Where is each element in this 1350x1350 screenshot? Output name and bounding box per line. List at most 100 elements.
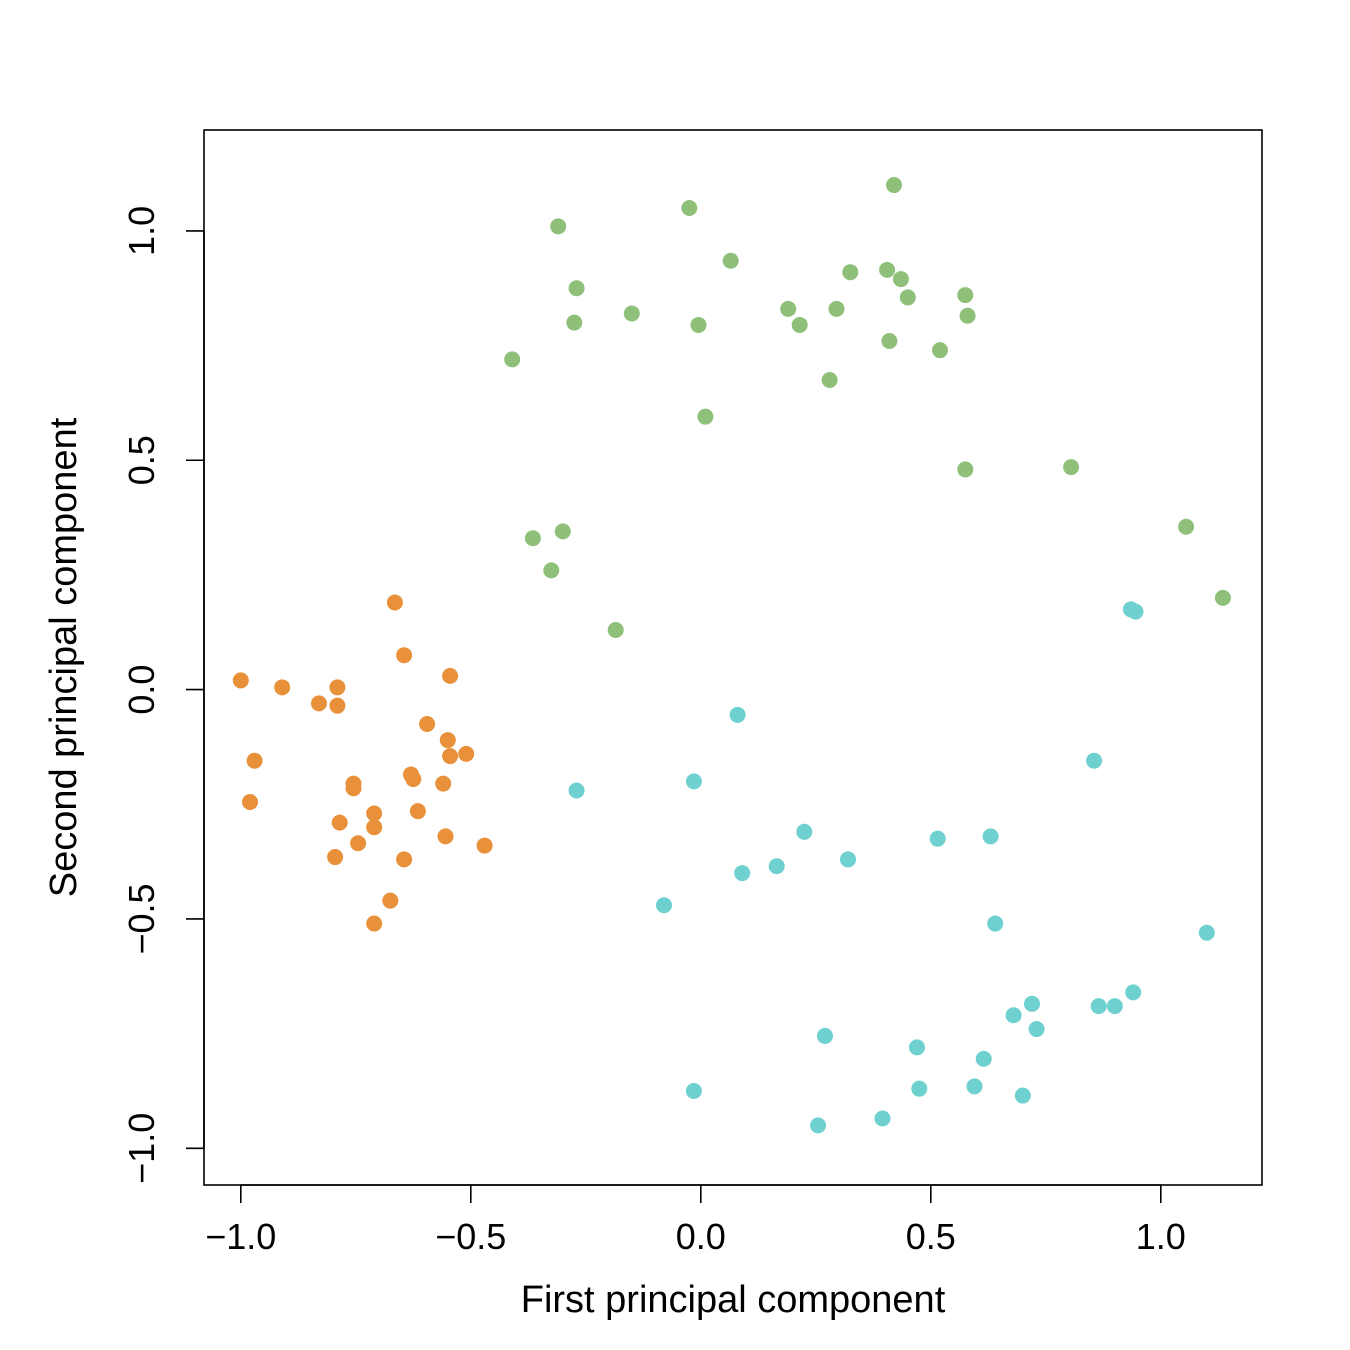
data-point [987,915,1004,932]
y-tick-label: −0.5 [121,883,162,954]
data-point [886,177,902,194]
data-point [442,748,459,765]
x-axis: −1.0 −0.5 0.0 0.5 1.0 [205,1184,1186,1257]
data-point [329,679,346,696]
data-point [932,342,948,359]
data-point [331,814,348,831]
data-point [623,305,640,322]
data-point [568,280,585,297]
data-point [959,307,976,324]
data-point [690,316,707,333]
data-point [274,679,291,696]
data-point [350,835,367,852]
data-point [442,667,459,684]
data-point [697,408,714,425]
data-point [366,819,383,836]
x-axis-title: First principal component [521,1279,946,1321]
data-point [386,594,403,611]
data-point [1125,984,1142,1001]
data-point [1028,1021,1045,1038]
y-axis-title: Second principal component [43,417,85,897]
data-point [568,782,585,799]
y-tick-label: 0.0 [121,665,162,715]
data-point [1178,518,1195,535]
data-point [879,261,896,278]
data-point [246,752,263,769]
x-tick-label: 0.0 [676,1216,726,1257]
data-point [396,647,413,664]
data-point [504,351,521,368]
data-point [1198,924,1215,941]
y-axis: −1.0 −0.5 0.0 0.5 1.0 [121,206,205,1184]
series-1 [232,594,493,932]
data-point [957,461,974,478]
data-point [1090,998,1107,1015]
data-point [566,314,583,331]
plot-frame [203,129,1263,1186]
data-point [780,300,797,317]
data-point [366,805,383,822]
data-point [874,1110,891,1127]
data-point [554,523,571,540]
data-point [1214,589,1231,606]
data-point [524,530,541,547]
x-tick-label: 0.5 [906,1216,956,1257]
data-point [232,672,249,689]
data-point [329,697,346,714]
points-layer [232,177,1231,1134]
data-point [734,865,751,882]
data-point [1127,603,1144,620]
data-point [768,858,785,875]
data-point [957,287,974,304]
data-point [437,828,454,845]
data-point [821,371,838,388]
data-point [476,837,493,854]
data-point [1086,752,1103,769]
data-point [975,1050,992,1067]
data-point [791,316,808,333]
data-point [685,773,702,790]
data-point [909,1039,925,1056]
data-point [817,1027,833,1044]
data-point [892,271,909,288]
x-tick-label: 1.0 [1136,1216,1186,1257]
series-3 [568,601,1215,1134]
data-point [685,1082,702,1099]
data-point [1005,1007,1022,1024]
data-point [345,780,362,797]
data-point [911,1080,928,1097]
data-point [242,793,258,810]
data-point [435,775,452,792]
series-2 [504,177,1231,638]
data-point [729,706,746,723]
data-point [1063,459,1080,476]
data-point [966,1078,983,1095]
data-point [681,199,698,216]
data-point [899,289,916,306]
data-point [405,771,422,788]
data-point [828,300,845,317]
data-point [1106,998,1123,1015]
data-point [458,745,475,762]
y-tick-label: −1.0 [121,1113,162,1184]
data-point [439,732,456,749]
data-point [840,851,856,868]
data-point [607,621,624,638]
data-point [982,828,999,845]
data-point [722,252,739,269]
y-tick-label: 1.0 [121,206,162,256]
data-point [842,264,859,281]
data-point [550,218,567,235]
data-point [366,915,383,932]
data-point [382,892,399,909]
data-point [1014,1087,1031,1104]
data-point [929,830,946,847]
y-tick-label: 0.5 [121,435,162,485]
data-point [796,823,813,840]
data-point [881,333,898,349]
data-point [409,803,426,820]
data-point [396,851,413,868]
data-point [419,716,436,733]
